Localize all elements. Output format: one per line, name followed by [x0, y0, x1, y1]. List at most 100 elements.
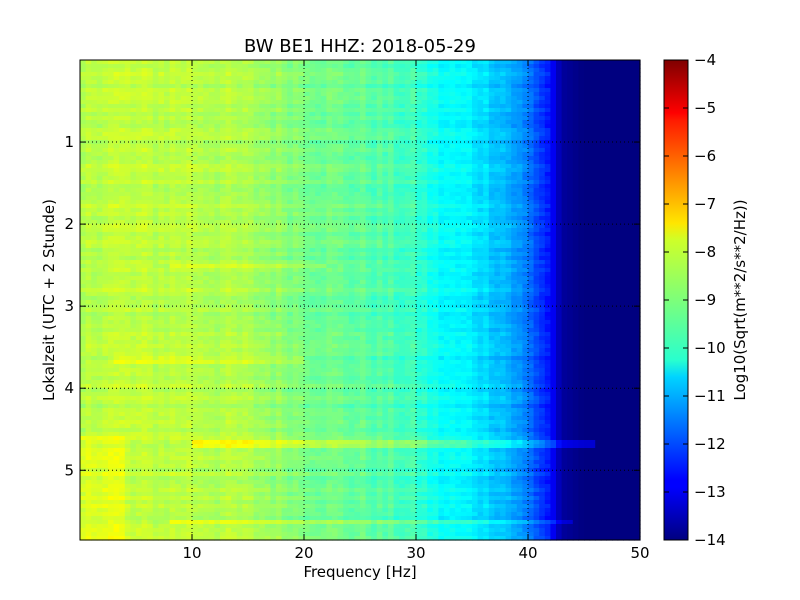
heatmap-cell: [483, 212, 490, 217]
heatmap-cell: [337, 136, 344, 141]
heatmap-cell: [192, 196, 199, 201]
heatmap-cell: [376, 184, 383, 189]
heatmap-cell: [298, 136, 305, 141]
heatmap-cell: [606, 236, 613, 241]
heatmap-cell: [438, 188, 445, 193]
heatmap-cell: [393, 112, 400, 117]
heatmap-cell: [281, 80, 288, 85]
heatmap-cell: [231, 108, 238, 113]
heatmap-cell: [276, 88, 283, 93]
heatmap-cell: [460, 220, 467, 225]
heatmap-cell: [595, 236, 602, 241]
heatmap-cell: [264, 196, 271, 201]
heatmap-cell: [315, 160, 322, 165]
heatmap-cell: [455, 132, 462, 137]
heatmap-cell: [298, 112, 305, 117]
heatmap-cell: [326, 64, 333, 69]
heatmap-cell: [326, 120, 333, 125]
heatmap-cell: [309, 132, 316, 137]
heatmap-cell: [371, 244, 378, 249]
heatmap-cell: [600, 204, 607, 209]
heatmap-cell: [455, 208, 462, 213]
heatmap-cell: [584, 100, 591, 105]
heatmap-cell: [152, 204, 159, 209]
heatmap-cell: [192, 240, 199, 245]
heatmap-cell: [152, 252, 159, 257]
heatmap-cell: [634, 196, 641, 201]
heatmap-cell: [500, 76, 507, 81]
heatmap-cell: [371, 92, 378, 97]
heatmap-cell: [578, 156, 585, 161]
heatmap-cell: [270, 140, 277, 145]
heatmap-cell: [516, 252, 523, 257]
heatmap-cell: [533, 88, 540, 93]
heatmap-cell: [203, 168, 210, 173]
heatmap-cell: [348, 196, 355, 201]
heatmap-cell: [248, 96, 255, 101]
heatmap-cell: [472, 160, 479, 165]
heatmap-cell: [455, 104, 462, 109]
heatmap-cell: [208, 140, 215, 145]
heatmap-cell: [292, 244, 299, 249]
heatmap-cell: [466, 112, 473, 117]
heatmap-cell: [136, 212, 143, 217]
heatmap-cell: [500, 232, 507, 237]
heatmap-cell: [371, 228, 378, 233]
heatmap-cell: [175, 228, 182, 233]
heatmap-cell: [388, 236, 395, 241]
heatmap-cell: [287, 228, 294, 233]
heatmap-cell: [180, 100, 187, 105]
heatmap-cell: [500, 100, 507, 105]
heatmap-cell: [208, 60, 215, 65]
heatmap-cell: [584, 240, 591, 245]
heatmap-cell: [455, 164, 462, 169]
heatmap-cell: [477, 244, 484, 249]
heatmap-cell: [236, 88, 243, 93]
heatmap-cell: [578, 80, 585, 85]
heatmap-cell: [533, 152, 540, 157]
heatmap-cell: [264, 252, 271, 257]
heatmap-cell: [108, 184, 115, 189]
heatmap-cell: [175, 96, 182, 101]
heatmap-cell: [628, 240, 635, 245]
heatmap-cell: [528, 128, 535, 133]
heatmap-cell: [253, 244, 260, 249]
heatmap-cell: [606, 216, 613, 221]
heatmap-cell: [600, 80, 607, 85]
heatmap-cell: [298, 220, 305, 225]
heatmap-cell: [612, 224, 619, 229]
heatmap-cell: [539, 88, 546, 93]
heatmap-cell: [298, 248, 305, 253]
heatmap-cell: [595, 200, 602, 205]
heatmap-cell: [270, 104, 277, 109]
heatmap-cell: [460, 252, 467, 257]
heatmap-cell: [444, 84, 451, 89]
heatmap-cell: [292, 228, 299, 233]
heatmap-cell: [533, 100, 540, 105]
heatmap-cell: [365, 164, 372, 169]
heatmap-cell: [438, 76, 445, 81]
heatmap-cell: [141, 256, 148, 261]
heatmap-cell: [455, 180, 462, 185]
heatmap-cell: [393, 208, 400, 213]
heatmap-cell: [298, 120, 305, 125]
heatmap-cell: [287, 124, 294, 129]
heatmap-cell: [253, 240, 260, 245]
heatmap-cell: [567, 208, 574, 213]
heatmap-cell: [589, 64, 596, 69]
heatmap-cell: [628, 144, 635, 149]
heatmap-cell: [119, 224, 126, 229]
heatmap-cell: [320, 76, 327, 81]
heatmap-cell: [80, 124, 87, 129]
heatmap-cell: [382, 252, 389, 257]
heatmap-cell: [544, 200, 551, 205]
heatmap-cell: [533, 84, 540, 89]
heatmap-cell: [259, 200, 266, 205]
heatmap-cell: [96, 204, 103, 209]
heatmap-cell: [225, 120, 232, 125]
heatmap-cell: [225, 236, 232, 241]
heatmap-cell: [91, 68, 98, 73]
heatmap-cell: [623, 64, 630, 69]
heatmap-cell: [225, 192, 232, 197]
heatmap-cell: [248, 68, 255, 73]
